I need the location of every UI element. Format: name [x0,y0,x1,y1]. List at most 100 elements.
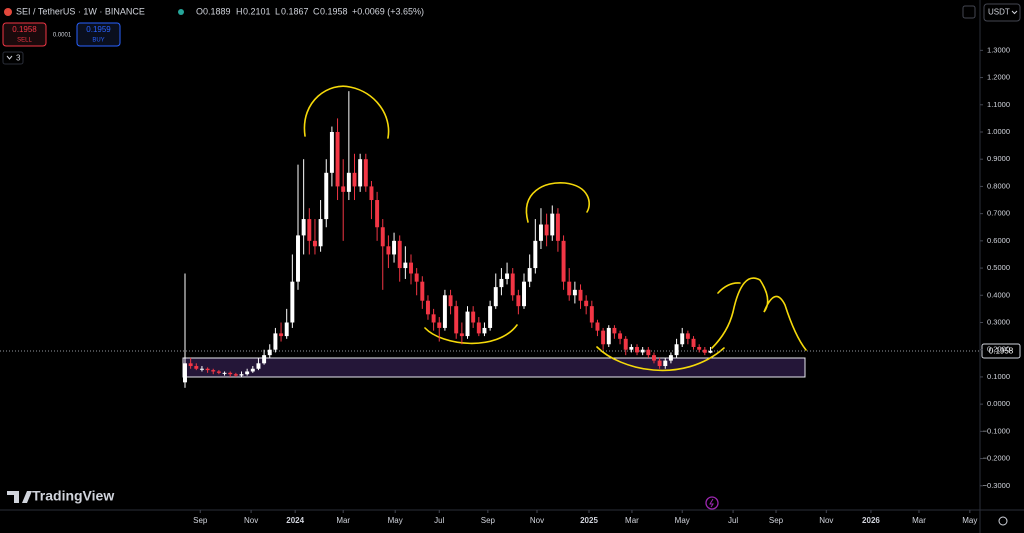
candle-body [386,246,391,255]
x-tick-label: Mar [625,516,639,525]
x-tick-label: Mar [336,516,350,525]
ohlc-label: L [275,6,280,16]
brand: TradingView [7,488,114,504]
candle-body [584,300,589,307]
annotation-curve [424,324,518,345]
brand-name: TradingView [32,488,114,504]
ohlc-change: +0.0069 (+3.65%) [352,6,424,16]
candle-body [188,363,193,367]
currency-box[interactable] [983,3,1021,22]
candle-body [471,311,476,323]
buy-price[interactable]: 0.1959 [86,25,111,34]
sell-box[interactable] [2,22,47,47]
currency-chevron[interactable] [1011,10,1018,15]
symbol: SEI / TetherUS · 1W · BINANCE [16,6,145,16]
candle-body [533,240,538,269]
candle-body [228,372,233,375]
y-tick-label: 1.3000 [987,45,1010,54]
y-tick-label: 1.2000 [987,73,1010,82]
candle-body [651,355,656,361]
ohlc-label: O [196,6,203,16]
candle-body [375,200,380,228]
candle-body [211,370,216,372]
x-tick-label: Jul [434,516,444,525]
ohlc-value: 0.1867 [281,6,309,16]
candle-body [431,314,436,323]
candle-body [522,281,526,307]
ohlc: O 0.1889 H 0.2101 L 0.1867 C 0.1958 +0.0… [196,6,424,16]
price-tag [981,343,1021,359]
toggle-chevron[interactable] [6,55,13,60]
x-tick-label: Sep [481,516,496,525]
toggle-box[interactable] [2,51,24,65]
y-tick-label: −0.1000 [983,426,1010,435]
brand-logo [7,491,32,503]
candle-body [668,355,673,361]
candle-body [646,349,651,356]
event-icon[interactable] [705,496,719,510]
buy-label[interactable]: BUY [92,38,104,44]
candle-body [697,346,702,350]
candle-body [606,327,611,345]
marks [183,91,713,388]
currency-button[interactable]: USDT [983,3,1021,22]
candle-body [482,327,487,334]
candle-body [691,338,696,347]
annotation-curve [717,282,741,294]
spread: 0.0001 [53,33,72,39]
candle-body [250,368,255,372]
candle-body [324,172,329,220]
candle-body [403,262,408,269]
candle-body [601,330,606,345]
candle-body [448,295,453,307]
candle-body [341,186,346,192]
candle-body [425,300,430,315]
symbol-icon [4,8,12,16]
event-bolt[interactable] [709,498,714,508]
y-tick-label: 0.9000 [987,154,1010,163]
candle-body [476,322,481,334]
x-tick-label: Jul [728,516,738,525]
indicator-count[interactable]: 3 [16,54,21,63]
x-tick-label: 2024 [286,516,304,525]
candle-body [493,287,498,307]
sell-label[interactable]: SELL [17,38,32,44]
candle-body [499,278,504,288]
candle-body [216,371,221,373]
candle-body [595,322,600,331]
annotation-curve [525,182,590,223]
candle-body [635,346,640,353]
candle-body [488,306,493,328]
x-tick-label: Sep [769,516,784,525]
y-tick-label: 0.2000 [987,345,1010,354]
toolbar-icon[interactable] [962,5,976,19]
buy-button[interactable]: 0.1959 BUY [76,22,121,47]
candle-body [702,349,707,353]
candle-body [290,281,295,323]
sell-price[interactable]: 0.1958 [12,25,37,34]
buy-box[interactable] [76,22,121,47]
candle-body [674,344,679,356]
candle-body [685,333,690,339]
y-tick-label: 0.1000 [987,372,1010,381]
annotation-curve [596,346,725,372]
candle-body [442,295,447,328]
candle-body [454,306,459,334]
x-tick-label: Sep [193,516,208,525]
sell-button[interactable]: 0.1958 SELL [2,22,47,47]
price-tag-label: 0.1958 [989,347,1014,356]
indicator-toggle[interactable]: 3 [2,51,24,65]
candle-body [708,350,713,353]
x-tick-label: Nov [819,516,833,525]
settings-icon[interactable] [998,516,1008,526]
candle-body [256,363,261,369]
currency[interactable]: USDT [988,8,1010,17]
candle-body [245,371,250,375]
candle-body [409,262,413,274]
x-tick-label: 2026 [862,516,880,525]
candle-body [284,322,289,337]
candle-body [516,295,521,307]
x-tick-label: May [962,516,977,525]
